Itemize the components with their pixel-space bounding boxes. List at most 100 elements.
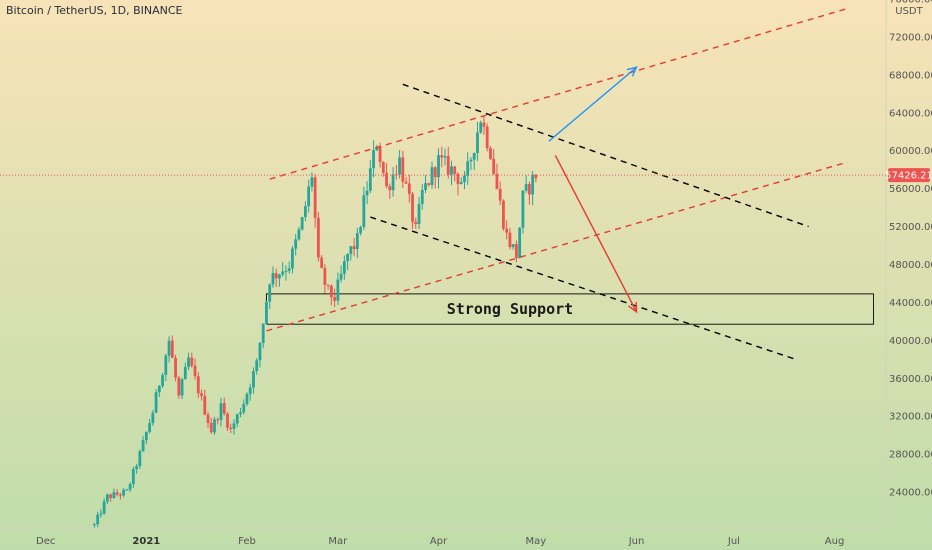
candle (235, 413, 239, 428)
y-tick-label: 56000.00 (889, 184, 932, 195)
candle (242, 399, 246, 415)
candle (388, 183, 392, 199)
candle (450, 160, 453, 186)
candle (427, 182, 431, 187)
candle (148, 418, 151, 434)
candle (355, 227, 359, 258)
y-tick-label: 60000.00 (889, 146, 932, 157)
candle (216, 417, 220, 425)
candle (167, 336, 171, 363)
candle (329, 284, 333, 306)
candle (300, 216, 304, 231)
candle (203, 389, 207, 416)
candle (151, 410, 155, 426)
candle (115, 488, 119, 497)
candle (112, 488, 116, 499)
candle (196, 372, 200, 399)
candle (310, 172, 314, 192)
candle (131, 466, 135, 488)
bullish-arrow (548, 66, 638, 142)
candle (339, 265, 343, 283)
y-tick-label: 76000.00 (889, 0, 932, 5)
y-tick-label: 36000.00 (889, 374, 932, 385)
candle (239, 407, 242, 418)
y-tick-label: 64000.00 (889, 108, 932, 119)
candle (433, 166, 437, 189)
candle (326, 284, 330, 290)
candle (284, 265, 288, 281)
candle (365, 181, 369, 205)
candle (245, 392, 249, 407)
trendlines-group (266, 7, 848, 360)
candle (534, 173, 538, 183)
x-axis[interactable]: Dec 2021 Feb Mar Apr May Jun Jul Aug (36, 536, 844, 547)
candle (232, 419, 236, 435)
candle (368, 160, 372, 194)
candle (414, 217, 418, 229)
candle (508, 227, 512, 250)
x-tick-label: Jul (727, 536, 740, 547)
chart-title: Bitcoin / TetherUS, 1D, BINANCE (6, 4, 183, 17)
candle (420, 184, 424, 210)
x-tick-label: Mar (328, 536, 348, 547)
candle (381, 161, 385, 177)
candle (294, 234, 298, 256)
candle (255, 357, 259, 375)
candle (268, 283, 272, 309)
x-tick-label: Jun (628, 536, 645, 547)
candle (349, 245, 353, 261)
candle (359, 225, 362, 236)
candle (209, 417, 213, 434)
candle (274, 268, 278, 288)
candle (265, 300, 268, 325)
candle (320, 255, 324, 269)
candle (401, 150, 405, 189)
support-zone-label: Strong Support (447, 300, 573, 318)
candle (531, 170, 535, 206)
candle (333, 288, 337, 308)
candle (190, 352, 194, 368)
candle (177, 375, 181, 399)
candle (482, 115, 486, 135)
y-axis[interactable]: 76000.00 72000.00 68000.00 64000.00 60000.00… (889, 0, 932, 499)
y-tick-label: 32000.00 (889, 412, 932, 423)
candle (287, 261, 291, 274)
candle (213, 416, 216, 436)
candle (505, 220, 509, 240)
candle (463, 170, 466, 190)
candles-group (93, 115, 538, 528)
candle (187, 352, 190, 371)
y-tick-label: 28000.00 (889, 450, 932, 461)
current-price-tag (888, 168, 930, 183)
candle (316, 211, 320, 262)
candle (93, 522, 96, 528)
y-tick-label: 52000.00 (889, 222, 932, 233)
candle (502, 199, 505, 231)
candle (323, 264, 327, 294)
candle (352, 238, 356, 257)
candle (193, 358, 197, 380)
candle (122, 487, 126, 498)
candle (291, 245, 294, 274)
candle (336, 272, 340, 305)
candle (472, 152, 476, 170)
candle (109, 493, 113, 502)
candle (161, 372, 164, 389)
candle (391, 167, 395, 197)
candle (229, 423, 233, 434)
candle (372, 140, 375, 178)
currency-label: USDT (895, 6, 923, 17)
x-tick-label: May (526, 536, 547, 547)
y-tick-label: 72000.00 (889, 32, 932, 43)
candle (128, 482, 132, 493)
candle (271, 266, 275, 288)
candle (498, 181, 502, 206)
candle (206, 411, 210, 429)
candle (524, 175, 528, 193)
candle (138, 449, 142, 470)
candle (313, 174, 317, 228)
candle (200, 389, 203, 401)
candle (304, 201, 307, 222)
